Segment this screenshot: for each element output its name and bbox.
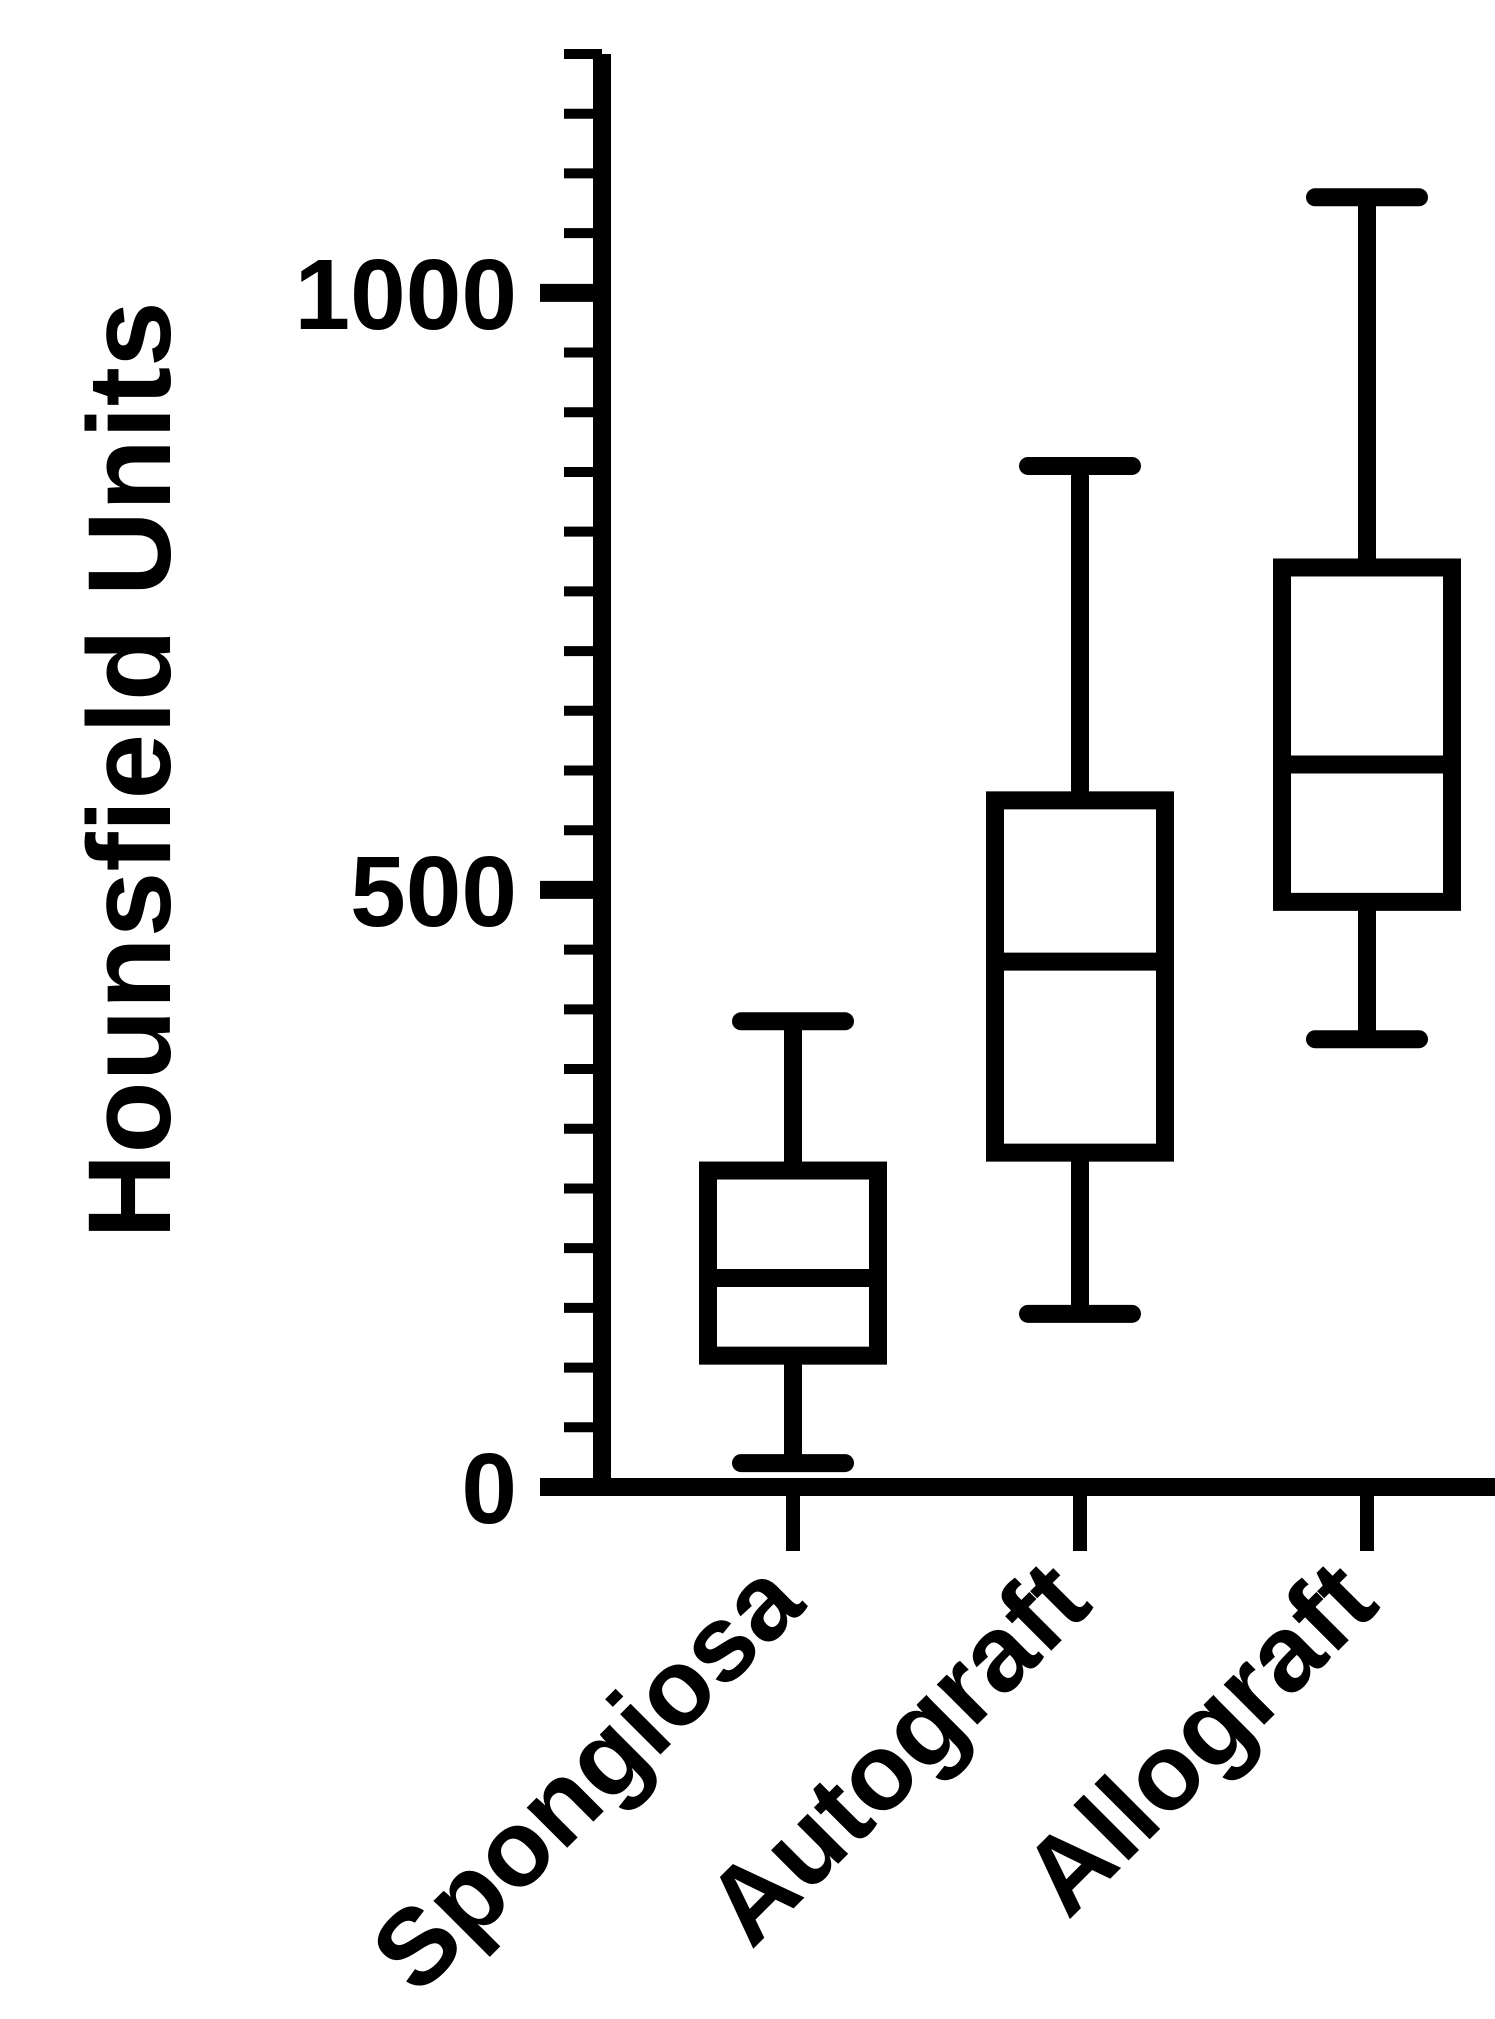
box-allograft [1273,188,1461,1049]
y-axis-title: Hounsfield Units [64,301,196,1238]
y-tick-label: 500 [350,836,517,948]
axis-labels: Hounsfield Units [64,301,196,1238]
box-spongiosa [699,1012,887,1473]
iqr-box [986,791,1174,1162]
y-axis: 0 500 1000 [295,49,611,1545]
box-autograft [986,456,1174,1323]
iqr-box [1273,558,1461,911]
y-tick-label: 0 [461,1433,517,1545]
iqr-box [699,1161,887,1365]
box-series [699,188,1461,1473]
y-tick-label: 1000 [295,239,517,351]
